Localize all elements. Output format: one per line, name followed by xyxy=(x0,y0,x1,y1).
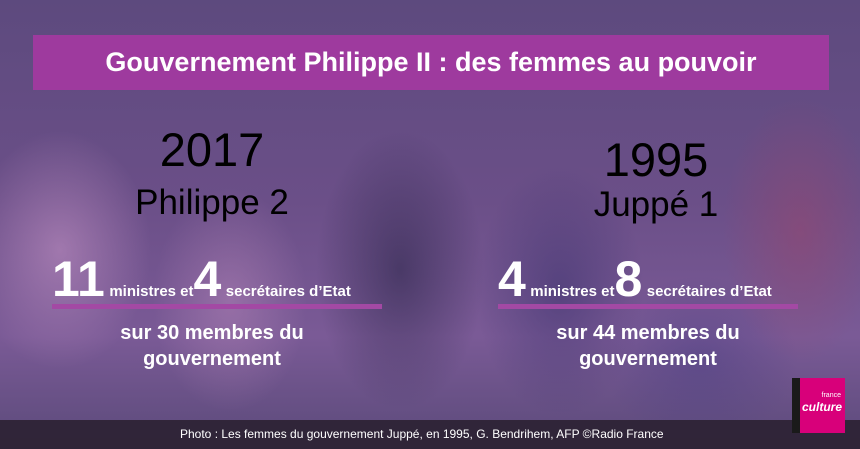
right-subtitle-line2: gouvernement xyxy=(579,348,717,370)
left-subtitle-line1: sur 30 membres du xyxy=(120,322,304,344)
left-subtitle-line2: gouvernement xyxy=(143,348,281,370)
right-year: 1995 xyxy=(603,133,709,186)
left-ministers-label: ministres et xyxy=(109,283,194,300)
right-subtitle-line1: sur 44 membres du xyxy=(556,322,740,344)
left-government: Philippe 2 xyxy=(135,183,289,222)
right-divider xyxy=(498,304,798,309)
right-secretaries-label: secrétaires d’Etat xyxy=(646,283,772,300)
logo-bar xyxy=(792,378,800,433)
france-culture-logo: france culture xyxy=(792,378,845,433)
credit-bar xyxy=(0,420,860,449)
photo-credit: Photo : Les femmes du gouvernement Juppé… xyxy=(180,427,664,441)
right-ministers-count: 4 xyxy=(498,251,526,307)
left-secretaries-label: secrétaires d’Etat xyxy=(225,283,351,300)
right-government: Juppé 1 xyxy=(593,185,719,224)
left-ministers-count: 11 xyxy=(52,251,105,307)
left-secretaries-count: 4 xyxy=(193,251,222,307)
logo-line2: culture xyxy=(801,400,842,414)
right-stats: 4 ministres et8 secrétaires d’Etat xyxy=(498,250,772,308)
left-subtitle: sur 30 membres du gouvernement xyxy=(62,320,362,372)
logo-line1: france xyxy=(821,392,841,399)
left-divider xyxy=(52,304,382,309)
right-secretaries-count: 8 xyxy=(614,251,643,307)
left-year: 2017 xyxy=(159,123,265,176)
right-ministers-label: ministres et xyxy=(530,283,615,300)
title-banner: Gouvernement Philippe II : des femmes au… xyxy=(33,35,829,90)
left-stats: 11 ministres et4 secrétaires d’Etat xyxy=(52,250,351,308)
right-subtitle: sur 44 membres du gouvernement xyxy=(498,320,798,372)
